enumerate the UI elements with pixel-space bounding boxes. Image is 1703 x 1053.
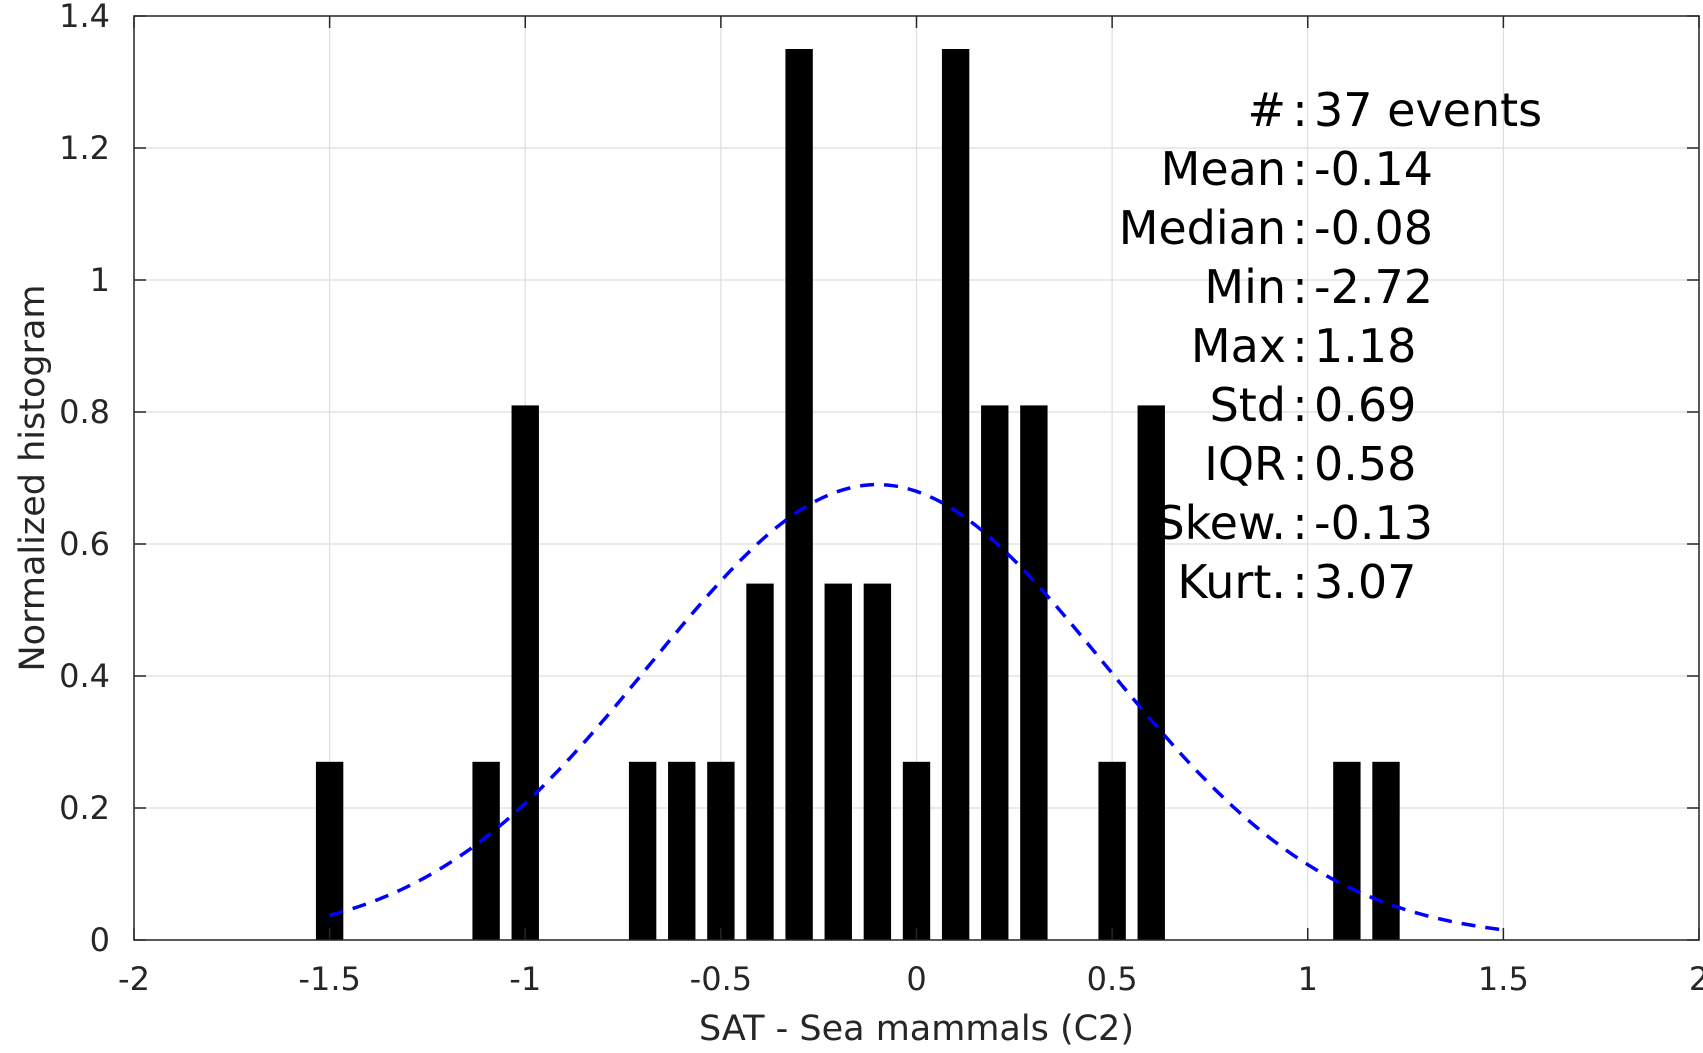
stats-value: 0.69	[1314, 378, 1416, 432]
stats-value: -0.14	[1314, 142, 1433, 196]
y-tick-label: 0.2	[59, 789, 110, 827]
stats-colon: :	[1292, 496, 1308, 550]
stats-label: Max	[1191, 319, 1286, 373]
x-tick-label: 0	[906, 960, 926, 998]
stats-colon: :	[1292, 260, 1308, 314]
stats-label: Kurt.	[1177, 555, 1286, 609]
y-tick-label: 0.8	[59, 393, 110, 431]
histogram-bar	[1333, 761, 1361, 940]
x-tick-label: -1.5	[298, 960, 360, 998]
x-tick-label: 1.5	[1478, 960, 1529, 998]
histogram-bar	[315, 761, 344, 940]
stats-value: -2.72	[1314, 260, 1433, 314]
stats-colon: :	[1292, 142, 1308, 196]
stats-label: #	[1247, 83, 1286, 137]
y-tick-label: 1	[90, 261, 110, 299]
x-tick-label: 2	[1689, 960, 1703, 998]
fit-curve-layer	[329, 482, 1504, 932]
x-tick-label: -0.5	[690, 960, 752, 998]
histogram-bar	[628, 761, 657, 940]
stats-value: -0.13	[1314, 496, 1433, 550]
y-tick-label: 0	[90, 921, 110, 959]
bars	[315, 49, 1400, 940]
x-tick-label: 1	[1298, 960, 1318, 998]
stats-label: Median	[1119, 201, 1286, 255]
stats-value: 1.18	[1314, 319, 1416, 373]
stats-colon: :	[1292, 437, 1308, 491]
histogram-bar	[1020, 405, 1048, 940]
axis-ticks	[133, 15, 1700, 941]
histogram-bar	[511, 405, 539, 940]
stats-label: Min	[1204, 260, 1286, 314]
histogram-bar	[785, 49, 813, 940]
histogram-bar	[1137, 405, 1165, 940]
stats-label: IQR	[1204, 437, 1286, 491]
x-axis-label: SAT - Sea mammals (C2)	[699, 1009, 1134, 1049]
stats-value: -0.08	[1314, 201, 1433, 255]
normal-fit-curve	[329, 482, 1504, 932]
stats-label: Mean	[1161, 142, 1286, 196]
stats-label: Skew.	[1155, 496, 1286, 550]
y-tick-label: 1.2	[59, 129, 110, 167]
histogram-bar	[746, 583, 774, 940]
x-tick-label: -1	[509, 960, 541, 998]
histogram-bar	[941, 49, 970, 940]
stats-value: 3.07	[1314, 555, 1416, 609]
stats-colon: :	[1292, 378, 1308, 432]
stats-colon: :	[1292, 201, 1308, 255]
y-tick-label: 1.4	[59, 0, 110, 35]
stats-value: 0.58	[1314, 437, 1416, 491]
histogram-bar	[1372, 761, 1400, 940]
x-tick-label: -2	[118, 960, 150, 998]
histogram-bar	[668, 761, 696, 940]
histogram-bar	[707, 761, 735, 940]
y-tick-label: 0.4	[59, 657, 110, 695]
stats-colon: :	[1292, 83, 1308, 137]
y-tick-label: 0.6	[59, 525, 110, 563]
histogram-bar	[1098, 761, 1126, 940]
y-axis-label: Normalized histogram	[13, 284, 53, 671]
stats-colon: :	[1292, 555, 1308, 609]
histogram-bar	[472, 761, 500, 940]
histogram-bar	[863, 583, 892, 940]
histogram-bar	[902, 761, 931, 940]
x-tick-labels: -2 -1.5 -1 -0.5 0 0.5 1 1.5 2	[118, 960, 1703, 998]
histogram-bar	[981, 405, 1009, 940]
stats-label: Std	[1210, 378, 1286, 432]
stats-colon: :	[1292, 319, 1308, 373]
stats-value: 37 events	[1314, 83, 1542, 137]
histogram-bar	[824, 583, 852, 940]
y-tick-labels: 0 0.2 0.4 0.6 0.8 1 1.2 1.4	[59, 0, 110, 959]
x-tick-label: 0.5	[1087, 960, 1138, 998]
